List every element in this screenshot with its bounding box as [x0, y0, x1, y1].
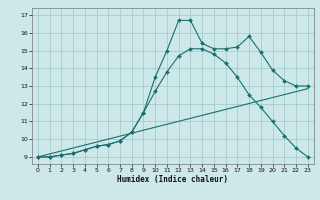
X-axis label: Humidex (Indice chaleur): Humidex (Indice chaleur) — [117, 175, 228, 184]
